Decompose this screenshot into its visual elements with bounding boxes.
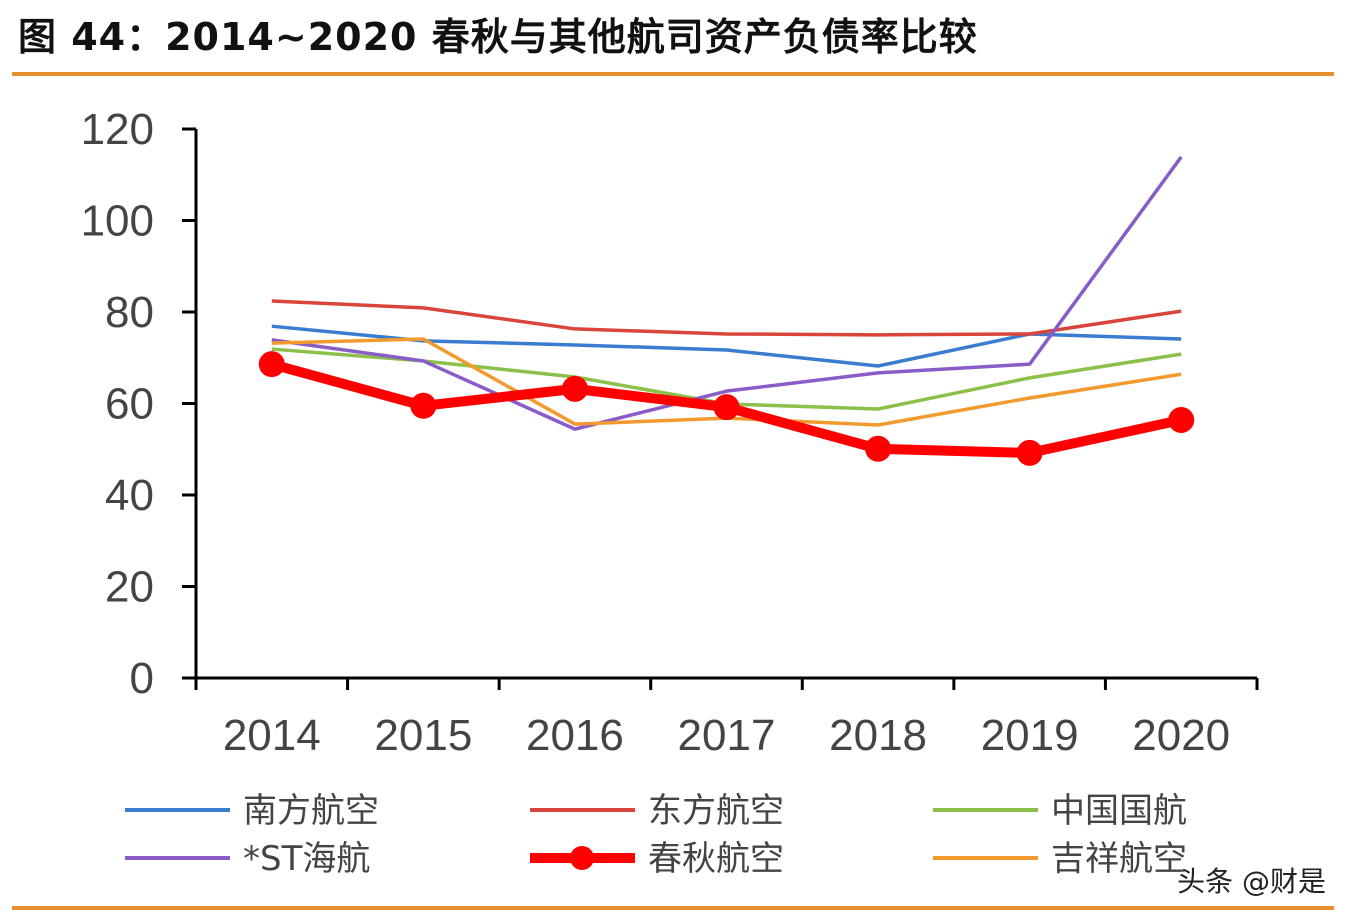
legend-label: *ST海航	[243, 839, 370, 879]
y-tick-label: 120	[81, 105, 154, 154]
bottom-divider	[12, 906, 1334, 910]
series-marker	[713, 394, 740, 421]
legend-label: 春秋航空	[648, 839, 784, 879]
x-tick-label: 2018	[829, 711, 927, 760]
y-tick-label: 40	[105, 471, 154, 520]
x-tick-label: 2016	[526, 711, 624, 760]
y-tick-label: 20	[105, 563, 154, 612]
top-divider	[12, 72, 1334, 76]
series-marker	[410, 392, 437, 419]
figure-title: 图 44：2014~2020 春秋与其他航司资产负债率比较	[18, 15, 978, 59]
x-tick-label: 2019	[981, 711, 1079, 760]
legend-label: 吉祥航空	[1051, 839, 1187, 879]
x-tick-label: 2020	[1132, 711, 1230, 760]
legend-label: 东方航空	[648, 791, 784, 831]
series-line-3	[271, 155, 1183, 431]
y-tick-label: 60	[105, 380, 154, 429]
legend-marker	[570, 846, 594, 870]
y-tick-label: 80	[105, 288, 154, 337]
series-marker	[1168, 406, 1195, 433]
series-line-1	[271, 299, 1182, 337]
series-marker	[865, 435, 892, 462]
x-tick-label: 2014	[223, 711, 321, 760]
series-marker	[1016, 439, 1043, 466]
y-tick-label: 0	[130, 654, 154, 703]
watermark: 头条 @财是	[1177, 865, 1326, 898]
series-marker	[258, 351, 285, 378]
series-marker	[561, 375, 588, 402]
x-tick-label: 2017	[678, 711, 776, 760]
x-tick-label: 2015	[374, 711, 472, 760]
y-tick-label: 100	[81, 197, 154, 246]
legend-label: 南方航空	[243, 791, 379, 831]
legend-label: 中国国航	[1051, 791, 1187, 831]
